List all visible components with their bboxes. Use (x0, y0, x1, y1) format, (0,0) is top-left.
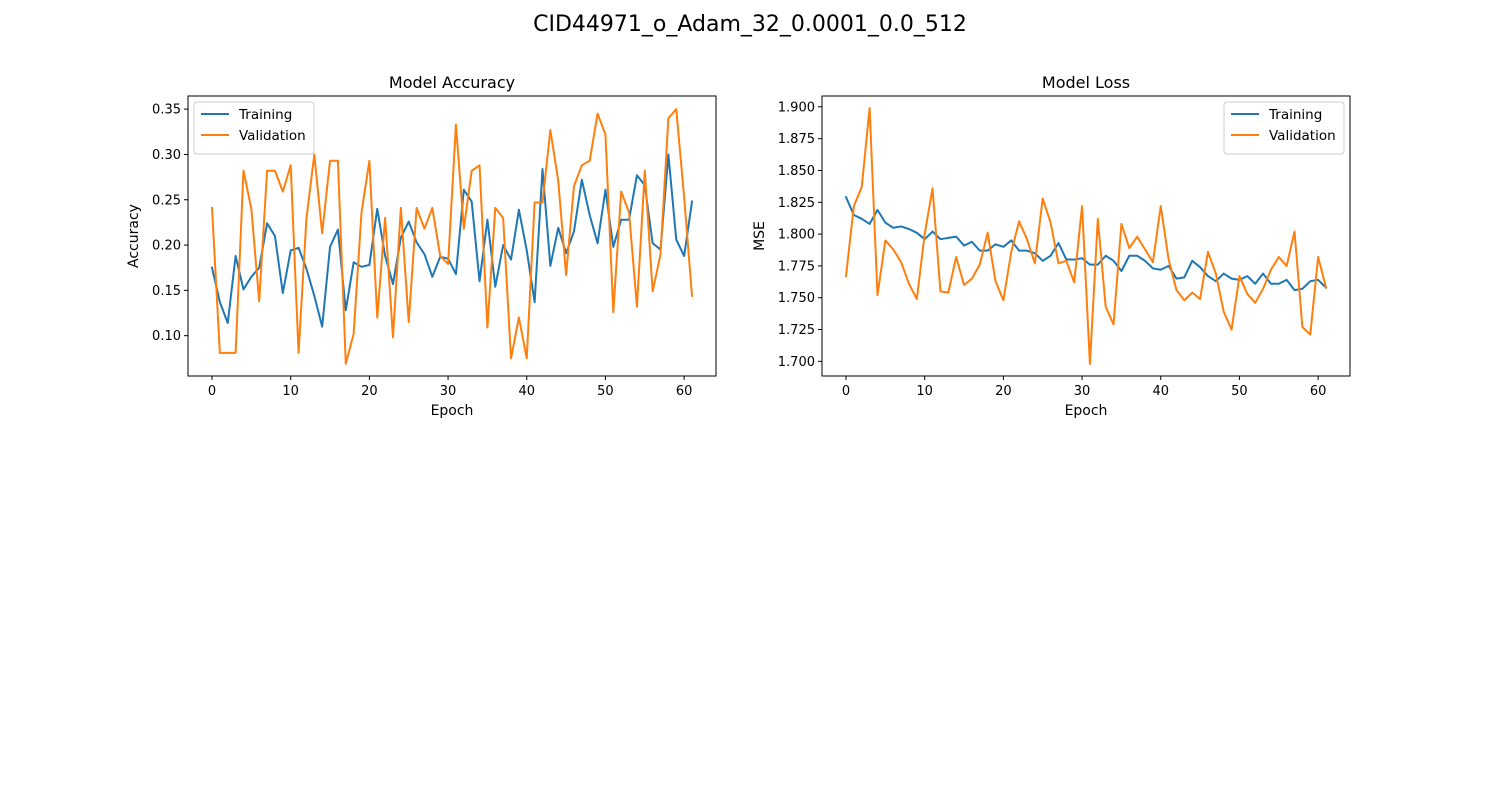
x-tick-label: 0 (208, 384, 216, 399)
figure-title: CID44971_o_Adam_32_0.0001_0.0_512 (533, 12, 967, 37)
y-tick-label: 0.35 (152, 103, 181, 118)
y-tick-label: 1.800 (778, 228, 815, 243)
x-tick-label: 10 (282, 384, 299, 399)
y-tick-label: 0.30 (152, 148, 181, 163)
loss-panel: Model Loss 0 10 20 30 40 50 60 1.700 1.725 1.750 1.… (752, 73, 1351, 419)
series-line-validation (844, 107, 1328, 365)
y-tick-label: 1.825 (778, 196, 815, 211)
series-line-validation (210, 108, 694, 365)
series-line-training (210, 153, 694, 328)
series-line-training (844, 195, 1328, 292)
x-tick-label: 0 (842, 384, 850, 399)
x-tick-label: 20 (995, 384, 1012, 399)
x-tick-label: 30 (440, 384, 457, 399)
y-axis-label: Accuracy (126, 204, 142, 268)
axes-frame (187, 95, 717, 377)
legend-label-training: Training (1268, 107, 1322, 123)
y-tick-label: 0.10 (152, 329, 181, 344)
axes-frame (821, 95, 1351, 377)
y-tick-label: 1.750 (778, 291, 815, 306)
x-tick-label: 60 (676, 384, 693, 399)
x-axis-label: Epoch (431, 403, 474, 419)
y-tick-label: 1.900 (778, 100, 815, 115)
panel-title: Model Loss (1042, 73, 1130, 92)
y-tick-label: 0.15 (152, 284, 181, 299)
legend-label-training: Training (238, 107, 292, 123)
y-tick-label: 0.25 (152, 193, 181, 208)
legend-label-validation: Validation (239, 128, 306, 144)
x-tick-label: 30 (1074, 384, 1091, 399)
y-tick-label: 0.20 (152, 239, 181, 254)
x-tick-label: 20 (361, 384, 378, 399)
x-axis-label: Epoch (1065, 403, 1108, 419)
y-tick-label: 1.850 (778, 164, 815, 179)
accuracy-panel: Model Accuracy 0 10 20 30 40 50 60 0.10 0.15 0.20 0… (126, 73, 717, 419)
x-tick-label: 10 (916, 384, 933, 399)
x-tick-label: 60 (1310, 384, 1327, 399)
x-tick-label: 50 (1231, 384, 1248, 399)
panel-title: Model Accuracy (389, 73, 515, 92)
y-tick-label: 1.700 (778, 355, 815, 370)
y-axis-label: MSE (752, 221, 768, 251)
x-tick-label: 50 (597, 384, 614, 399)
legend-label-validation: Validation (1269, 128, 1336, 144)
x-tick-label: 40 (518, 384, 535, 399)
y-tick-label: 1.725 (778, 323, 815, 338)
x-tick-label: 40 (1152, 384, 1169, 399)
y-tick-label: 1.775 (778, 259, 815, 274)
y-tick-label: 1.875 (778, 132, 815, 147)
